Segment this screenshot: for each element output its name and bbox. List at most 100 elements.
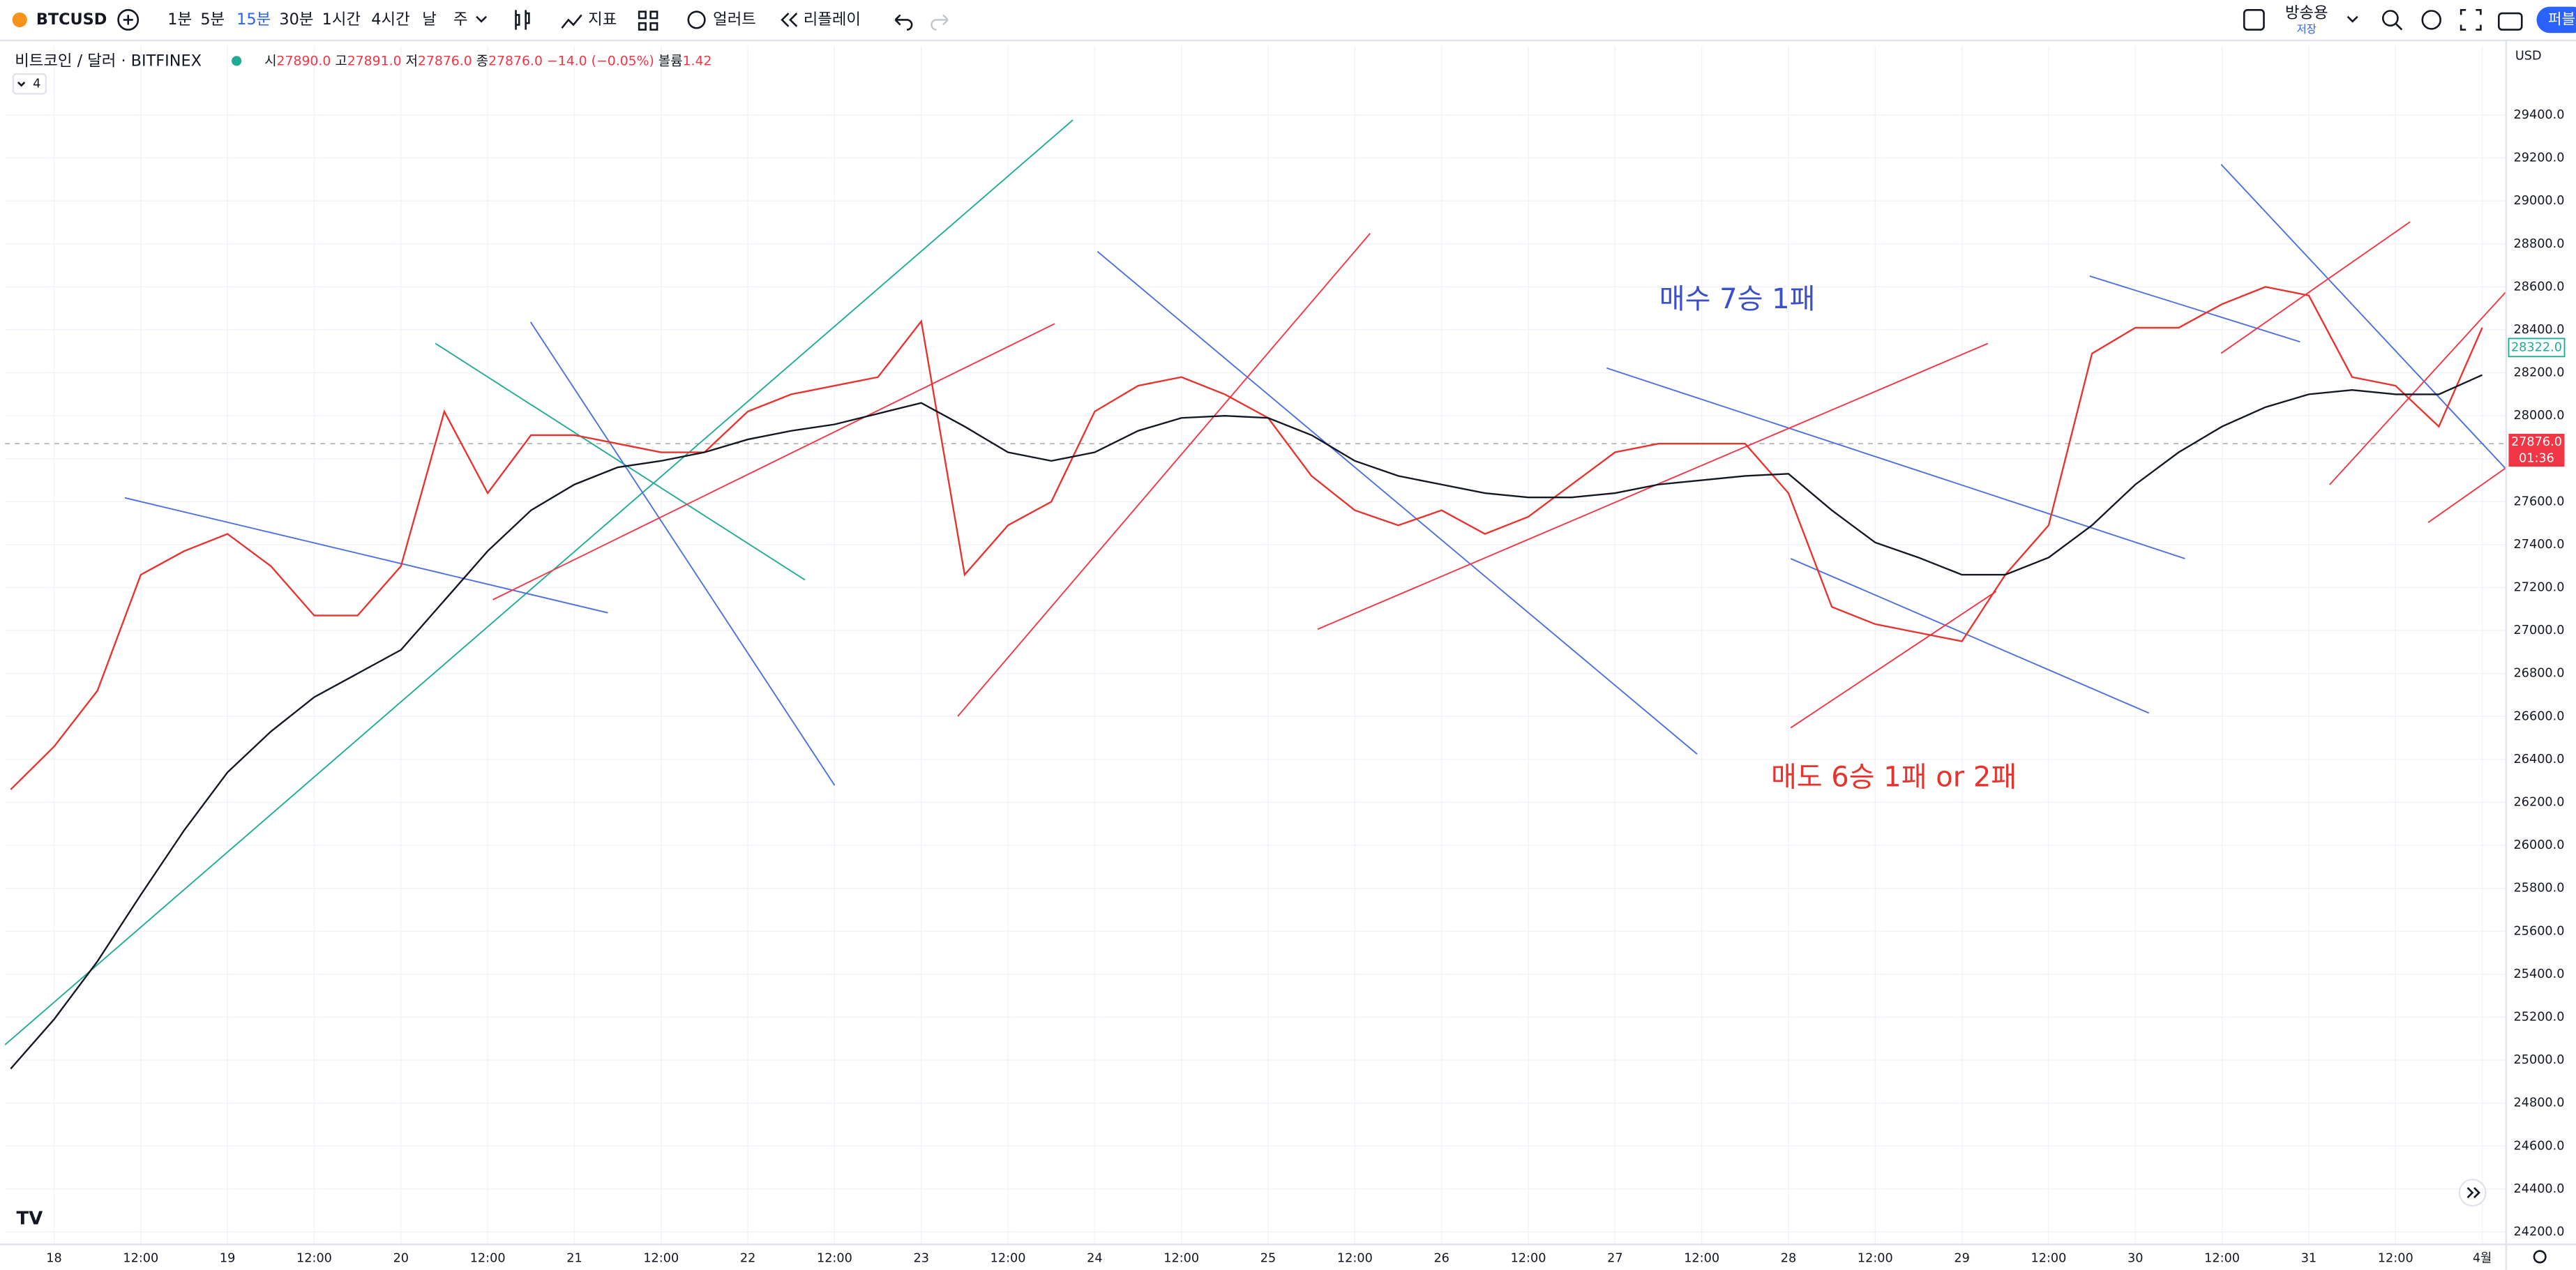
axis-settings[interactable] [2533, 1250, 2547, 1264]
y-tick-label: 27200.0 [2514, 581, 2565, 595]
countdown: 01:36 [2519, 451, 2554, 465]
add-symbol[interactable] [117, 9, 140, 31]
publish-button[interactable]: 퍼블 [2548, 10, 2575, 27]
interval-button[interactable]: 30분 [279, 10, 313, 29]
trend-line[interactable] [2220, 164, 2506, 469]
low: 27876.0 [418, 54, 472, 68]
interval-button[interactable]: 주 [453, 10, 468, 29]
interval-button[interactable]: 1시간 [322, 10, 361, 29]
trend-line[interactable] [435, 342, 806, 581]
x-tick-label: 30 [2127, 1251, 2143, 1265]
interval-button[interactable]: 날 [422, 10, 437, 29]
x-tick-label: 12:00 [643, 1251, 679, 1265]
layout-menu[interactable] [2347, 15, 2358, 23]
trend-line[interactable] [2220, 221, 2411, 354]
x-tick-label: 4월 [2473, 1250, 2492, 1265]
search[interactable] [2381, 10, 2399, 27]
y-tick-label: 24200.0 [2514, 1225, 2565, 1239]
trend-line[interactable] [1097, 250, 1698, 755]
layout-icon[interactable] [2243, 9, 2265, 31]
x-tick-label: 12:00 [817, 1251, 852, 1265]
indicators-icon [561, 14, 582, 29]
redo[interactable] [931, 14, 949, 31]
symbol-logo [12, 12, 27, 28]
interval-button[interactable]: 1분 [167, 10, 192, 29]
legend-title: 비트코인 / 달러 · BITFINEX [15, 52, 202, 70]
x-tick-label: 12:00 [991, 1251, 1026, 1265]
y-tick-label: 27600.0 [2514, 494, 2565, 508]
trend-line[interactable] [1790, 558, 2150, 714]
tv-logo[interactable]: TV [17, 1208, 43, 1229]
add-icon [123, 15, 133, 25]
last-price-badge [2508, 433, 2565, 467]
grid [5, 46, 2506, 1244]
x-tick-label: 23 [914, 1251, 929, 1265]
undo[interactable] [894, 14, 913, 31]
x-tick-label: 29 [1954, 1251, 1969, 1265]
x-tick-label: 12:00 [1511, 1251, 1546, 1265]
snapshot[interactable] [2498, 12, 2523, 31]
trend-line[interactable] [492, 323, 1055, 600]
series-line [10, 286, 2483, 790]
y-tick-label: 29400.0 [2514, 108, 2565, 122]
annotation: 매도 6승 1패 or 2패 [1771, 762, 2017, 794]
indicator-toggle[interactable] [12, 73, 47, 95]
trend-line[interactable] [2089, 275, 2300, 342]
trend-line[interactable] [5, 119, 1074, 1045]
trend-line[interactable] [124, 497, 608, 614]
x-tick-label: 25 [1260, 1251, 1276, 1265]
search-handle [2395, 22, 2403, 31]
alert-icon [687, 10, 706, 29]
y-tick-label: 26800.0 [2514, 667, 2565, 681]
interval-button[interactable]: 15분 [236, 10, 271, 29]
interval-button[interactable]: 4시간 [371, 10, 409, 29]
collapse-icon [17, 82, 26, 87]
high: 27891.0 [347, 54, 402, 68]
trend-line[interactable] [2427, 467, 2506, 523]
y-tick-label: 25800.0 [2514, 882, 2565, 895]
chart-type[interactable] [515, 10, 530, 30]
drawings [5, 119, 2506, 1045]
alert-button[interactable]: 얼러트 [713, 10, 756, 29]
layouts[interactable] [638, 10, 658, 31]
volume-label: 볼륨 [658, 53, 683, 68]
indicator-count: 4 [33, 77, 40, 91]
y-tick-label: 28600.0 [2514, 280, 2565, 294]
symbol[interactable]: BTCUSD [36, 10, 107, 29]
x-tick-label: 12:00 [2204, 1251, 2240, 1265]
y-tick-label: 25600.0 [2514, 924, 2565, 938]
x-tick-label: 12:00 [1858, 1251, 1893, 1265]
last-price: 27876.0 [2511, 435, 2562, 449]
y-tick-label: 26000.0 [2514, 838, 2565, 852]
settings[interactable] [2421, 10, 2441, 30]
indicators-button[interactable]: 지표 [588, 10, 617, 29]
y-tick-label: 24600.0 [2514, 1139, 2565, 1153]
toolbar [0, 0, 2576, 40]
replay-button[interactable]: 리플레이 [804, 10, 861, 29]
publish-button-bg[interactable] [2536, 6, 2576, 33]
interval-menu[interactable] [476, 15, 488, 23]
legend: 비트코인 / 달러 · BITFINEX [15, 52, 202, 70]
high-label: 고 [335, 54, 347, 68]
x-tick-label: 19 [220, 1251, 235, 1265]
x-tick-label: 12:00 [1163, 1251, 1199, 1265]
layout-name[interactable]: 방송용 [2285, 4, 2328, 22]
x-tick-label: 21 [566, 1251, 582, 1265]
fullscreen[interactable] [2460, 9, 2482, 31]
currency[interactable]: USD [2515, 49, 2542, 63]
trend-line[interactable] [957, 233, 1371, 717]
trend-line[interactable] [1790, 591, 1997, 729]
interval-button[interactable]: 5분 [200, 10, 225, 29]
trend-line[interactable] [2329, 292, 2506, 485]
y-tick-label: 29200.0 [2514, 151, 2565, 165]
ma-badge [2508, 338, 2566, 358]
y-tick-label: 27400.0 [2514, 538, 2565, 552]
y-tick-label: 29000.0 [2514, 194, 2565, 208]
x-tick-label: 20 [393, 1251, 409, 1265]
trend-line[interactable] [529, 322, 836, 786]
close-label: 종 [476, 54, 488, 68]
trend-line[interactable] [1606, 367, 2185, 559]
y-tick-label: 26600.0 [2514, 709, 2565, 723]
y-tick-label: 28000.0 [2514, 409, 2565, 423]
